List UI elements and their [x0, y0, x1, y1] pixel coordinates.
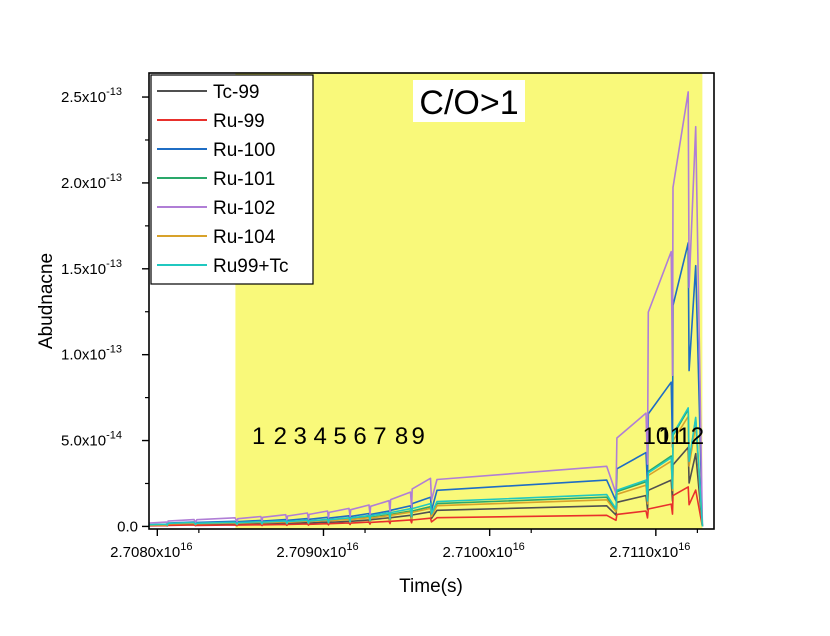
legend-label-tc-99: Tc-99 [213, 82, 259, 103]
y-tick-label: 0.0 [117, 518, 138, 535]
region-label-box [413, 80, 525, 122]
series-line-ru-99 [148, 486, 704, 527]
pulse-label-2: 2 [274, 423, 287, 450]
pulse-label-11: 11 [658, 423, 683, 450]
legend-label-ru-102: Ru-102 [213, 198, 275, 219]
x-tick-label: 2.7100x1016 [442, 541, 524, 561]
pulse-label-1: 1 [252, 423, 265, 450]
pulse-label-8: 8 [395, 423, 408, 450]
series-line-ru-102 [148, 91, 704, 527]
plot-frame [148, 72, 715, 530]
x-tick-label: 2.7090x1016 [276, 541, 358, 561]
legend-box [150, 74, 314, 285]
legend-label-ru-99: Ru-99 [213, 111, 265, 132]
pulse-label-6: 6 [353, 423, 366, 450]
pulse-label-12: 12 [677, 423, 704, 450]
x-tick-label: 2.7080x1016 [110, 541, 192, 561]
legend-label-ru-101: Ru-101 [213, 169, 275, 190]
legend: Tc-99 Ru-99 Ru-100 Ru-101 Ru-102 Ru-104 Ru99+T… [150, 74, 314, 285]
series-line-ru99-tc [148, 407, 704, 527]
pulse-label-5: 5 [333, 423, 346, 450]
pulse-label-3: 3 [294, 423, 307, 450]
x-tick-label: 2.7110x1016 [609, 541, 690, 561]
pulse-label-10: 10 [642, 423, 669, 450]
legend-label-ru99-tc: Ru99+Tc [213, 256, 289, 277]
x-axis-title: Time(s) [399, 576, 463, 597]
legend-label-ru-104: Ru-104 [213, 227, 276, 248]
pulse-label-7: 7 [373, 423, 386, 450]
y-axis-title: Abudnacne [36, 253, 57, 349]
pulse-label-4: 4 [313, 423, 326, 450]
pulse-label-9: 9 [412, 423, 425, 450]
legend-label-ru-100: Ru-100 [213, 140, 275, 161]
region-label: C/O>1 [419, 84, 518, 122]
